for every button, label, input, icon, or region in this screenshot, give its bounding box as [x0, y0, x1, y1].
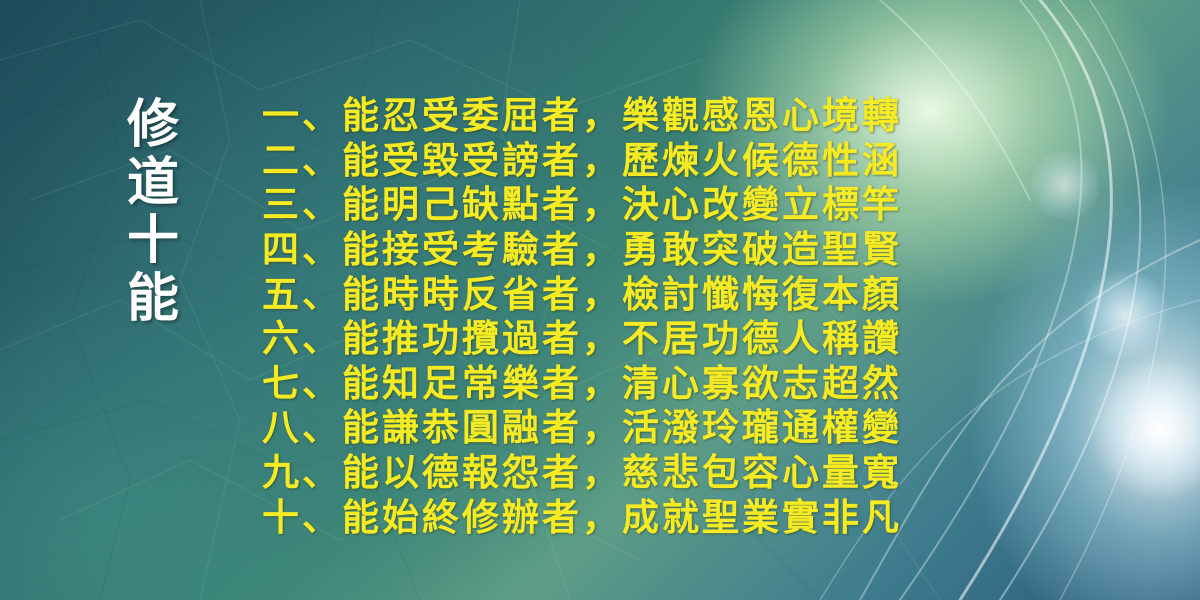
- verse-first-half: 能以德報怨者: [342, 451, 582, 495]
- verse-second-half: 慈悲包容心量寬: [622, 451, 902, 495]
- verse-second-half: 勇敢突破造聖賢: [622, 228, 902, 272]
- verse-line: 六、能推功攬過者，不居功德人稱讚: [262, 313, 992, 360]
- title-char: 十: [126, 210, 179, 271]
- verse-line: 二、能受毀受謗者，歷煉火候德性涵: [262, 135, 992, 182]
- verse-first-half: 能接受考驗者: [342, 228, 582, 272]
- verse-line: 五、能時時反省者，檢討懺悔復本顏: [262, 268, 992, 316]
- verse-first-half: 能受毀受謗者: [342, 138, 582, 182]
- verse-number: 六: [262, 317, 302, 361]
- enumeration-mark: 、: [302, 228, 342, 272]
- verse-first-half: 能時時反省者: [342, 272, 582, 316]
- light-bokeh: [1090, 360, 1200, 500]
- verse-first-half: 能知足常樂者: [342, 361, 582, 405]
- verse-line: 七、能知足常樂者，清心寡欲志超然: [262, 358, 992, 405]
- enumeration-mark: 、: [302, 183, 342, 227]
- verse-comma: ，: [582, 451, 622, 495]
- enumeration-mark: 、: [302, 451, 342, 495]
- verse-comma: ，: [582, 228, 622, 272]
- verse-first-half: 能明己缺點者: [342, 183, 582, 227]
- verse-comma: ，: [582, 272, 622, 316]
- verse-number: 四: [262, 228, 302, 272]
- verse-number: 二: [262, 138, 302, 182]
- verse-comma: ，: [582, 183, 622, 227]
- verse-first-half: 能始終修辦者: [342, 495, 582, 539]
- enumeration-mark: 、: [302, 495, 342, 539]
- verse-line: 八、能謙恭圓融者，活潑玲瓏通權變: [262, 402, 992, 449]
- verse-comma: ，: [582, 406, 622, 450]
- verse-second-half: 活潑玲瓏通權變: [622, 406, 902, 450]
- verse-comma: ，: [582, 138, 622, 182]
- light-bokeh: [1080, 270, 1170, 360]
- verse-first-half: 能推功攬過者: [342, 317, 582, 361]
- verse-second-half: 不居功德人稱讚: [622, 317, 902, 361]
- verse-number: 十: [262, 495, 302, 539]
- verse-number: 七: [262, 361, 302, 405]
- verse-second-half: 決心改變立標竿: [622, 183, 902, 227]
- title-char: 能: [126, 268, 179, 329]
- verse-first-half: 能謙恭圓融者: [342, 406, 582, 450]
- verse-comma: ，: [582, 495, 622, 539]
- verse-comma: ，: [582, 94, 622, 138]
- verse-second-half: 歷煉火候德性涵: [622, 138, 902, 182]
- verse-number: 五: [262, 272, 302, 316]
- verse-comma: ，: [582, 361, 622, 405]
- verse-second-half: 清心寡欲志超然: [622, 361, 902, 405]
- verse-second-half: 成就聖業實非凡: [622, 495, 902, 539]
- title-char: 修: [126, 94, 179, 155]
- verse-number: 一: [262, 94, 302, 138]
- enumeration-mark: 、: [302, 317, 342, 361]
- verse-line: 九、能以德報怨者，慈悲包容心量寬: [262, 447, 992, 494]
- verse-number: 八: [262, 406, 302, 450]
- verse-line: 四、能接受考驗者，勇敢突破造聖賢: [262, 224, 992, 271]
- title-char: 道: [126, 152, 179, 213]
- verse-line: 一、能忍受委屈者，樂觀感恩心境轉: [262, 90, 992, 137]
- verse-number: 三: [262, 183, 302, 227]
- enumeration-mark: 、: [302, 94, 342, 138]
- enumeration-mark: 、: [302, 138, 342, 182]
- verse-second-half: 樂觀感恩心境轉: [622, 94, 902, 138]
- verse-comma: ，: [582, 317, 622, 361]
- light-bokeh: [1030, 150, 1100, 220]
- enumeration-mark: 、: [302, 272, 342, 316]
- verse-line: 十、能始終修辦者，成就聖業實非凡: [262, 491, 992, 539]
- enumeration-mark: 、: [302, 361, 342, 405]
- enumeration-mark: 、: [302, 406, 342, 450]
- verse-first-half: 能忍受委屈者: [342, 94, 582, 138]
- verse-line: 三、能明己缺點者，決心改變立標竿: [262, 179, 992, 226]
- verse-number: 九: [262, 451, 302, 495]
- verse-second-half: 檢討懺悔復本顏: [622, 272, 902, 316]
- vertical-title: 修 道 十 能: [118, 96, 188, 328]
- verse-list: 一、能忍受委屈者，樂觀感恩心境轉 二、能受毀受謗者，歷煉火候德性涵 三、能明己缺…: [262, 90, 992, 539]
